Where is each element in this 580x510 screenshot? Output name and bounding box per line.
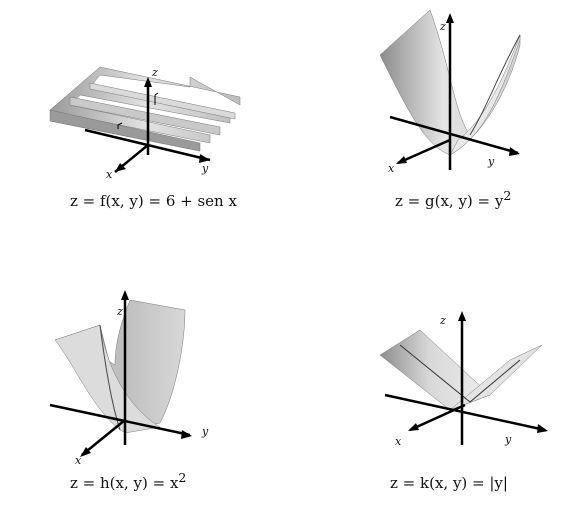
y-axis-k	[384, 393, 546, 432]
y-axis-label-f: y	[201, 162, 209, 175]
caption-h: z = h(x, y) = x2	[70, 470, 187, 492]
x-axis-k	[409, 403, 466, 432]
caption-g: z = g(x, y) = y2	[395, 188, 512, 210]
y-axis-g	[389, 115, 519, 155]
x-axis-h	[81, 419, 126, 456]
x-axis-label-h: x	[75, 454, 82, 467]
z-axis-label-f: z	[151, 66, 158, 79]
x-axis-label-f: x	[106, 168, 113, 181]
z-axis-label-h: z	[116, 305, 123, 318]
x-axis-g	[397, 138, 451, 165]
y-axis-h	[49, 403, 191, 437]
plot-panel-g: x y z	[370, 5, 570, 180]
z-axis-label-k: z	[439, 314, 446, 327]
surface-plot-f: x y z	[49, 66, 241, 181]
x-axis-label-g: x	[388, 162, 395, 175]
caption-k: z = k(x, y) = |y|	[390, 474, 508, 492]
y-axis-label-g: y	[487, 155, 495, 168]
plot-panel-h: x y z	[40, 285, 240, 467]
z-axis-label-g: z	[439, 20, 446, 33]
y-axis-label-k: y	[504, 433, 512, 446]
surface-plot-g: x y z	[379, 9, 521, 175]
plot-panel-f: x y z	[40, 55, 250, 195]
surface-plot-h: x y z	[49, 290, 209, 467]
plot-panel-k: x y z	[370, 300, 570, 460]
surface-plot-k: x y z	[379, 311, 548, 448]
x-axis-label-k: x	[395, 435, 402, 448]
caption-f: z = f(x, y) = 6 + sen x	[70, 192, 237, 210]
y-axis-label-h: y	[201, 425, 209, 438]
